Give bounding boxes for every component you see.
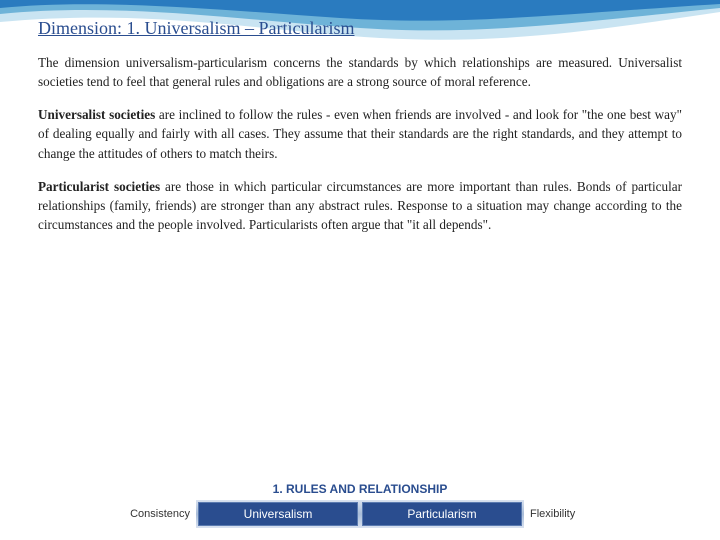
universalist-bold: Universalist societies	[38, 107, 155, 122]
universalist-paragraph: Universalist societies are inclined to f…	[38, 105, 682, 162]
diagram-boxes: Universalism Particularism	[196, 500, 524, 528]
particularist-paragraph: Particularist societies are those in whi…	[38, 177, 682, 234]
diagram-box-universalism: Universalism	[198, 502, 358, 526]
rules-relationship-diagram: 1. RULES AND RELATIONSHIP Consistency Un…	[90, 482, 630, 528]
diagram-title: 1. RULES AND RELATIONSHIP	[90, 482, 630, 496]
particularist-bold: Particularist societies	[38, 179, 160, 194]
intro-paragraph: The dimension universalism-particularism…	[38, 53, 682, 91]
diagram-box-particularism: Particularism	[362, 502, 522, 526]
diagram-bar: Consistency Universalism Particularism F…	[90, 500, 630, 528]
diagram-right-label: Flexibility	[530, 508, 610, 520]
slide-content: Dimension: 1. Universalism – Particulari…	[0, 0, 720, 234]
diagram-left-label: Consistency	[110, 508, 190, 520]
slide-title: Dimension: 1. Universalism – Particulari…	[38, 18, 682, 39]
